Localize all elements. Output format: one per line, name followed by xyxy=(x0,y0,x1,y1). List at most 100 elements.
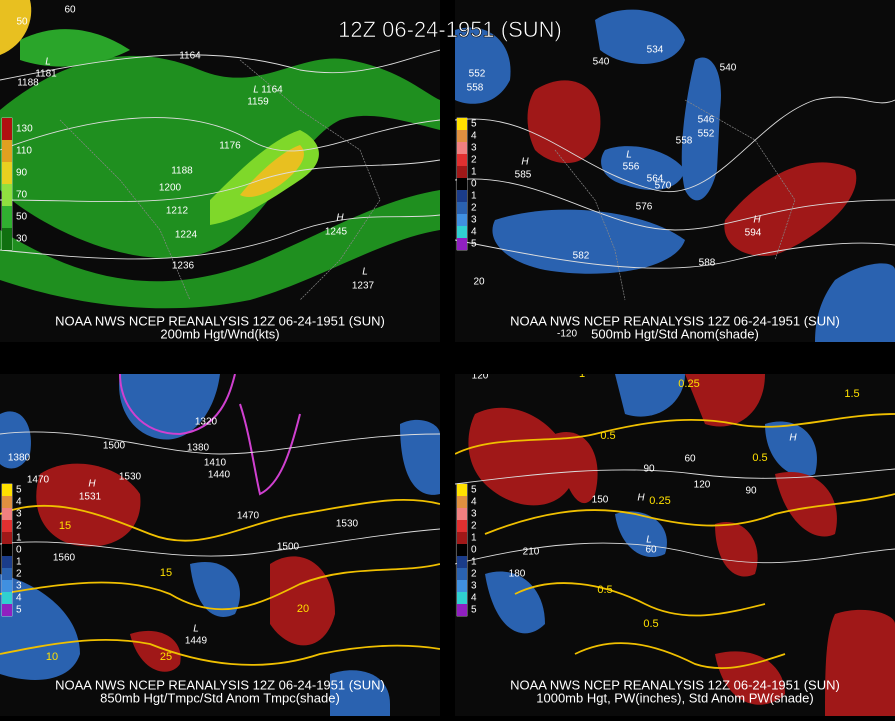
contour-label: 90 xyxy=(745,486,757,497)
contour-label: 540 xyxy=(720,63,737,74)
legend-swatch xyxy=(2,206,12,228)
legend-label: 2 xyxy=(471,155,477,166)
high-marker: H xyxy=(637,493,645,504)
temperature-label: 20 xyxy=(297,603,309,615)
legend-swatch xyxy=(457,508,467,520)
low-marker: L xyxy=(193,624,199,635)
legend-swatch xyxy=(457,118,467,130)
legend-swatch xyxy=(2,118,12,140)
legend-label: 4 xyxy=(16,593,22,604)
high-marker: H xyxy=(789,433,797,444)
contour-label: 120 xyxy=(694,480,711,491)
low-marker: L xyxy=(45,57,51,68)
legend-swatch xyxy=(457,604,467,616)
legend-label: 5 xyxy=(16,605,22,616)
panel-caption: NOAA NWS NCEP REANALYSIS 12Z 06-24-1951 … xyxy=(55,677,385,692)
contour-label: 585 xyxy=(515,170,532,181)
main-title: 12Z 06-24-1951 (SUN) xyxy=(338,17,562,42)
legend-swatch xyxy=(2,532,12,544)
contour-label: 546 xyxy=(698,115,715,126)
latitude-label: 20 xyxy=(473,277,485,288)
legend-swatch xyxy=(457,520,467,532)
contour-label: 60 xyxy=(645,545,657,556)
low-marker: L xyxy=(646,535,652,546)
pw-label: 1 xyxy=(579,368,585,380)
contour-label: 1500 xyxy=(277,542,300,553)
legend-swatch xyxy=(2,592,12,604)
legend-label: 0 xyxy=(471,545,477,556)
legend-swatch xyxy=(457,202,467,214)
contour-label: 1530 xyxy=(119,472,142,483)
pw-label: 0.25 xyxy=(678,378,699,390)
legend-label: 70 xyxy=(16,190,28,201)
legend-swatch xyxy=(457,580,467,592)
panel-500mb: 552 558 540 534 540 546 552 558 564 570 … xyxy=(455,0,895,342)
legend-label: 5 xyxy=(471,119,477,130)
legend-label: 130 xyxy=(16,124,33,135)
longitude-label: -120 xyxy=(557,329,577,340)
legend-label: 1 xyxy=(471,557,477,568)
legend-label: 5 xyxy=(471,605,477,616)
pw-label: 1.5 xyxy=(844,388,859,400)
contour-label: 150 xyxy=(592,495,609,506)
high-marker: H xyxy=(336,213,344,224)
legend-swatch xyxy=(457,166,467,178)
legend-swatch xyxy=(2,484,12,496)
legend-label: 0 xyxy=(16,545,22,556)
legend-label: 4 xyxy=(471,593,477,604)
legend-swatch xyxy=(2,520,12,532)
legend-swatch xyxy=(457,142,467,154)
contour-label: 1531 xyxy=(79,492,102,503)
contour-label: 1224 xyxy=(175,230,198,241)
pw-label: 0.5 xyxy=(643,618,658,630)
legend-label: 5 xyxy=(471,485,477,496)
legend-swatch xyxy=(457,190,467,202)
contour-label: 1410 xyxy=(204,458,227,469)
legend-swatch xyxy=(457,178,467,190)
legend-swatch xyxy=(457,532,467,544)
legend-swatch xyxy=(2,544,12,556)
legend-label: 4 xyxy=(471,227,477,238)
legend-label: 110 xyxy=(16,146,32,157)
contour-label: 576 xyxy=(636,202,653,213)
legend-label: 4 xyxy=(471,497,477,508)
panel-subtitle: 200mb Hgt/Wnd(kts) xyxy=(160,326,279,341)
contour-label: 556 xyxy=(623,162,640,173)
high-marker: H xyxy=(753,215,761,226)
contour-label: 1560 xyxy=(53,553,76,564)
legend-label: 3 xyxy=(16,581,22,592)
contour-label: 1188 xyxy=(17,78,39,89)
contour-label: 582 xyxy=(573,251,590,262)
legend-label: 4 xyxy=(16,497,22,508)
legend-swatch xyxy=(2,162,12,184)
contour-label: 1380 xyxy=(8,453,31,464)
legend-swatch xyxy=(457,592,467,604)
low-marker: L xyxy=(626,150,632,161)
temperature-label: 25 xyxy=(160,651,172,663)
contour-label: 180 xyxy=(509,569,526,580)
legend-label: 1 xyxy=(16,533,22,544)
legend-swatch xyxy=(2,556,12,568)
contour-label: 558 xyxy=(467,83,484,94)
contour-label: 564 xyxy=(647,174,664,185)
temperature-label: 15 xyxy=(160,567,172,579)
legend-label: 30 xyxy=(16,234,28,245)
low-marker: L xyxy=(253,85,259,96)
legend-swatch xyxy=(457,496,467,508)
high-marker: H xyxy=(88,479,96,490)
panel-subtitle: 1000mb Hgt, PW(inches), Std Anom PW(shad… xyxy=(536,690,813,705)
panel-subtitle: 850mb Hgt/Tmpc/Std Anom Tmpc(shade) xyxy=(100,690,340,705)
pw-label: 0.5 xyxy=(600,430,615,442)
temperature-label: 10 xyxy=(46,651,58,663)
legend-swatch xyxy=(457,568,467,580)
legend-swatch xyxy=(2,508,12,520)
legend-swatch xyxy=(2,580,12,592)
contour-label: 1440 xyxy=(208,470,231,481)
contour-label: 1181 xyxy=(35,69,57,80)
contour-label: 1236 xyxy=(172,261,195,272)
legend-label: 3 xyxy=(471,143,477,154)
legend-swatch xyxy=(457,154,467,166)
contour-label: 1530 xyxy=(336,519,359,530)
legend-label: 3 xyxy=(471,215,477,226)
contour-label: 540 xyxy=(593,57,610,68)
